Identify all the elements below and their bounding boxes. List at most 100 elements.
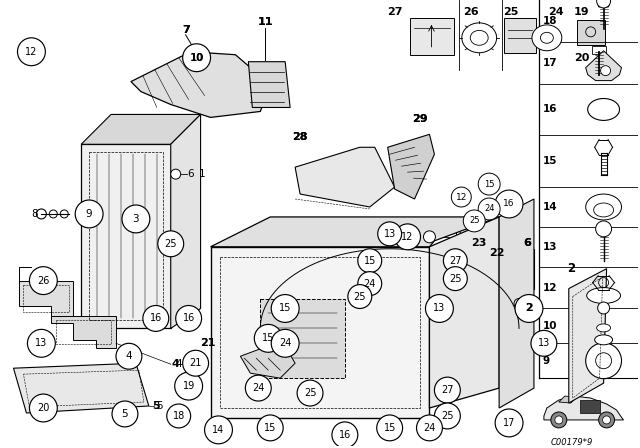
Circle shape bbox=[205, 416, 232, 444]
Polygon shape bbox=[410, 18, 454, 55]
Circle shape bbox=[143, 306, 169, 332]
Text: 7: 7 bbox=[182, 25, 189, 35]
Text: 4: 4 bbox=[172, 359, 180, 369]
Text: 14: 14 bbox=[212, 425, 225, 435]
Text: 25: 25 bbox=[164, 239, 177, 249]
Text: 24: 24 bbox=[484, 204, 495, 214]
Polygon shape bbox=[19, 280, 73, 316]
Circle shape bbox=[29, 267, 58, 294]
Text: 15: 15 bbox=[279, 303, 291, 314]
Circle shape bbox=[515, 294, 543, 323]
Text: 25: 25 bbox=[469, 216, 479, 225]
Polygon shape bbox=[171, 114, 200, 328]
Ellipse shape bbox=[586, 194, 621, 220]
Circle shape bbox=[348, 284, 372, 309]
Circle shape bbox=[514, 298, 524, 309]
Circle shape bbox=[551, 412, 567, 428]
Circle shape bbox=[451, 187, 471, 207]
Circle shape bbox=[596, 0, 611, 8]
Text: 6: 6 bbox=[454, 228, 461, 238]
Circle shape bbox=[112, 401, 138, 427]
Polygon shape bbox=[489, 249, 534, 289]
Text: 2: 2 bbox=[525, 303, 533, 314]
Text: 16: 16 bbox=[150, 314, 162, 323]
Circle shape bbox=[182, 44, 211, 72]
Text: 17: 17 bbox=[543, 58, 557, 68]
Circle shape bbox=[28, 329, 55, 357]
Text: 15: 15 bbox=[264, 423, 276, 433]
Circle shape bbox=[426, 294, 453, 323]
Text: 10: 10 bbox=[543, 321, 557, 331]
Text: 20: 20 bbox=[573, 53, 589, 63]
Polygon shape bbox=[586, 51, 621, 81]
Circle shape bbox=[495, 190, 523, 218]
Text: 15: 15 bbox=[364, 256, 376, 266]
Text: 24: 24 bbox=[279, 338, 291, 348]
Polygon shape bbox=[444, 254, 471, 293]
Text: 16: 16 bbox=[543, 104, 557, 114]
Text: 25: 25 bbox=[441, 411, 454, 421]
Polygon shape bbox=[131, 52, 270, 117]
Bar bbox=[577, 20, 605, 45]
Circle shape bbox=[158, 231, 184, 257]
Text: 9: 9 bbox=[543, 356, 550, 366]
Text: 12: 12 bbox=[456, 193, 467, 202]
Text: 27: 27 bbox=[441, 385, 454, 395]
Polygon shape bbox=[81, 114, 200, 144]
Text: 24: 24 bbox=[364, 279, 376, 289]
Ellipse shape bbox=[588, 99, 620, 121]
Circle shape bbox=[424, 231, 435, 243]
Text: 13: 13 bbox=[433, 303, 445, 314]
Text: 4: 4 bbox=[125, 351, 132, 361]
Text: 4: 4 bbox=[176, 359, 182, 369]
Text: 25: 25 bbox=[304, 388, 316, 398]
Polygon shape bbox=[295, 147, 395, 207]
Circle shape bbox=[377, 415, 403, 441]
Text: 12: 12 bbox=[25, 47, 38, 57]
Circle shape bbox=[435, 377, 460, 403]
Text: 13: 13 bbox=[538, 338, 550, 348]
Circle shape bbox=[271, 294, 299, 323]
Polygon shape bbox=[598, 3, 609, 7]
Circle shape bbox=[478, 198, 500, 220]
Circle shape bbox=[29, 394, 58, 422]
Text: 21: 21 bbox=[201, 338, 214, 348]
Text: 13: 13 bbox=[383, 229, 396, 239]
Text: 16: 16 bbox=[503, 199, 515, 208]
Text: 18: 18 bbox=[543, 16, 557, 26]
Text: 16: 16 bbox=[182, 314, 195, 323]
Circle shape bbox=[395, 224, 420, 250]
Text: 5: 5 bbox=[122, 409, 128, 419]
Text: 12: 12 bbox=[401, 232, 413, 242]
Circle shape bbox=[257, 415, 283, 441]
Circle shape bbox=[167, 404, 191, 428]
Text: 25: 25 bbox=[353, 292, 366, 302]
Circle shape bbox=[417, 415, 442, 441]
Text: 18: 18 bbox=[173, 411, 185, 421]
Polygon shape bbox=[260, 298, 345, 378]
Polygon shape bbox=[248, 62, 290, 108]
Text: 2: 2 bbox=[525, 303, 532, 314]
Circle shape bbox=[332, 422, 358, 448]
Ellipse shape bbox=[595, 335, 612, 345]
Circle shape bbox=[182, 350, 209, 376]
Text: 23: 23 bbox=[472, 238, 487, 248]
Circle shape bbox=[478, 173, 500, 195]
Ellipse shape bbox=[532, 25, 562, 51]
Circle shape bbox=[598, 412, 614, 428]
Polygon shape bbox=[544, 396, 623, 420]
Text: 11: 11 bbox=[257, 17, 273, 27]
Text: 7: 7 bbox=[182, 25, 189, 35]
Circle shape bbox=[245, 375, 271, 401]
Circle shape bbox=[600, 66, 611, 76]
Text: 27: 27 bbox=[449, 256, 461, 266]
Text: C00179*9: C00179*9 bbox=[551, 438, 593, 447]
Text: 13: 13 bbox=[543, 242, 557, 252]
Polygon shape bbox=[211, 247, 429, 418]
Text: 14: 14 bbox=[543, 202, 557, 212]
Text: 25: 25 bbox=[504, 7, 519, 17]
Circle shape bbox=[171, 169, 180, 179]
Text: 10: 10 bbox=[191, 53, 203, 63]
Text: 17: 17 bbox=[503, 418, 515, 428]
Text: 2: 2 bbox=[566, 262, 575, 275]
